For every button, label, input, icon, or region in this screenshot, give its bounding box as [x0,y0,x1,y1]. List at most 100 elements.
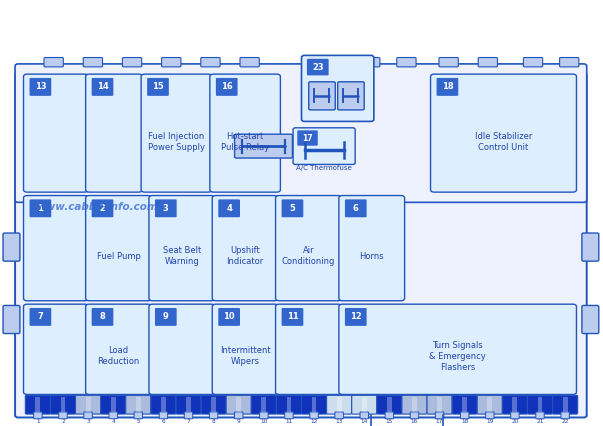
Bar [412,397,417,412]
Text: 18: 18 [441,82,453,92]
Text: 1: 1 [37,204,43,213]
Bar [487,397,492,412]
FancyBboxPatch shape [3,305,20,334]
FancyBboxPatch shape [582,305,599,334]
Text: 11: 11 [286,312,298,322]
FancyBboxPatch shape [162,58,181,67]
FancyBboxPatch shape [149,304,215,394]
FancyBboxPatch shape [122,58,142,67]
FancyBboxPatch shape [536,412,545,419]
Text: 22: 22 [561,419,569,424]
FancyBboxPatch shape [276,304,341,394]
FancyBboxPatch shape [439,58,458,67]
Text: 2: 2 [61,419,65,424]
Text: 3: 3 [163,204,169,213]
Text: 21: 21 [536,419,544,424]
FancyBboxPatch shape [297,130,318,146]
FancyBboxPatch shape [339,304,576,394]
Text: 4: 4 [226,204,232,213]
Text: 3: 3 [86,419,90,424]
FancyBboxPatch shape [582,233,599,261]
FancyBboxPatch shape [84,412,92,419]
Bar [387,397,392,412]
Text: 7: 7 [187,419,191,424]
Bar [362,397,367,412]
FancyBboxPatch shape [385,412,394,419]
FancyBboxPatch shape [310,412,318,419]
FancyBboxPatch shape [51,395,75,414]
FancyBboxPatch shape [92,199,113,217]
FancyBboxPatch shape [345,308,367,326]
FancyBboxPatch shape [528,395,552,414]
FancyBboxPatch shape [552,395,578,414]
Text: Idle Stabilizer
Control Unit: Idle Stabilizer Control Unit [475,132,532,152]
FancyBboxPatch shape [58,412,67,419]
Text: 8: 8 [212,419,215,424]
Text: Intermittent
Wipers: Intermittent Wipers [220,346,270,366]
Text: 23: 23 [312,63,324,72]
FancyBboxPatch shape [101,395,126,414]
FancyBboxPatch shape [435,412,444,419]
FancyBboxPatch shape [302,55,374,121]
Text: Fuel Injection
Power Supply: Fuel Injection Power Supply [148,132,205,152]
FancyBboxPatch shape [86,74,142,192]
Bar [186,397,191,412]
Text: 12: 12 [350,312,362,322]
Text: 13: 13 [335,419,343,424]
FancyBboxPatch shape [30,308,51,326]
FancyBboxPatch shape [437,78,458,96]
FancyBboxPatch shape [427,395,452,414]
FancyBboxPatch shape [560,58,579,67]
FancyBboxPatch shape [402,395,427,414]
Text: 20: 20 [511,419,519,424]
FancyBboxPatch shape [282,308,303,326]
FancyBboxPatch shape [92,308,113,326]
Text: 13: 13 [34,82,46,92]
FancyBboxPatch shape [212,196,278,301]
FancyBboxPatch shape [251,395,276,414]
Text: 4: 4 [112,419,115,424]
Text: 2: 2 [99,204,106,213]
FancyBboxPatch shape [561,412,569,419]
FancyBboxPatch shape [361,58,380,67]
FancyBboxPatch shape [293,128,355,164]
Bar [60,397,65,412]
FancyBboxPatch shape [24,304,88,394]
Text: 9: 9 [237,419,241,424]
Text: Seat Belt
Warning: Seat Belt Warning [163,246,201,266]
Text: 6: 6 [162,419,165,424]
FancyBboxPatch shape [461,412,469,419]
FancyBboxPatch shape [431,74,576,192]
Text: 17: 17 [302,133,313,143]
Text: 15: 15 [386,419,393,424]
Text: 16: 16 [411,419,418,424]
FancyBboxPatch shape [25,395,51,414]
FancyBboxPatch shape [410,412,418,419]
Bar [262,397,267,412]
Text: 5: 5 [136,419,140,424]
FancyBboxPatch shape [30,78,51,96]
FancyBboxPatch shape [212,304,278,394]
FancyBboxPatch shape [452,395,477,414]
FancyBboxPatch shape [285,412,293,419]
Text: 12: 12 [311,419,318,424]
FancyBboxPatch shape [309,82,335,110]
FancyBboxPatch shape [218,199,240,217]
FancyBboxPatch shape [282,199,303,217]
FancyBboxPatch shape [109,412,118,419]
FancyBboxPatch shape [276,395,302,414]
FancyBboxPatch shape [155,199,177,217]
Bar [437,397,442,412]
FancyBboxPatch shape [307,59,329,75]
FancyBboxPatch shape [134,412,142,419]
Text: 14: 14 [361,419,368,424]
Bar [513,397,517,412]
Text: 11: 11 [285,419,292,424]
Text: 10: 10 [260,419,268,424]
FancyBboxPatch shape [397,58,416,67]
FancyBboxPatch shape [226,395,251,414]
Text: 15: 15 [152,82,164,92]
FancyBboxPatch shape [15,72,587,417]
Bar [538,397,543,412]
FancyBboxPatch shape [201,58,220,67]
